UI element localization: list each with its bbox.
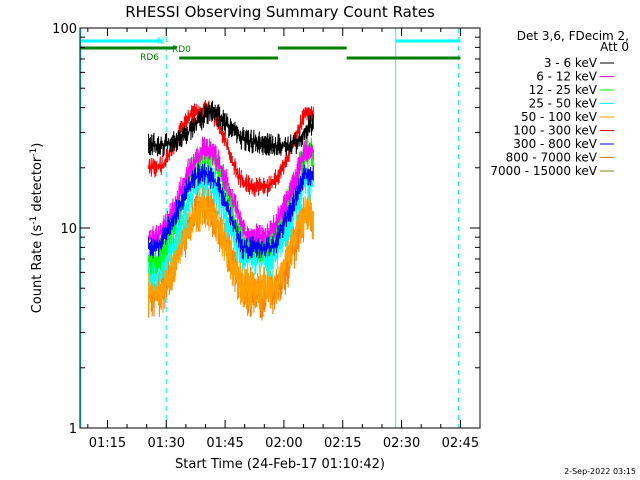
flag-label-rd6: RD6 (140, 53, 159, 63)
legend-header-1: Det 3,6, FDecim 2, (517, 29, 629, 43)
x-axis-label: Start Time (24-Feb-17 01:10:42) (175, 457, 385, 472)
y-axis-label-sup2: -1 (29, 148, 39, 157)
plot-area: N RD0 RD6 (80, 28, 461, 428)
x-tick-label-4: 02:15 (324, 436, 361, 451)
x-tick-label-1: 01:30 (148, 436, 185, 451)
legend-label-8: 7000 - 15000 keV (490, 164, 597, 178)
y-tick-label-2: 100 (52, 22, 77, 37)
legend-label-4: 50 - 100 keV (521, 110, 598, 124)
y-tick-label-1: 10 (60, 222, 77, 237)
x-tick-label-6: 02:45 (442, 436, 479, 451)
series-line-6 (148, 163, 314, 260)
y-axis-label-main: Count Rate (s (30, 225, 45, 314)
x-tick-label-5: 02:30 (383, 436, 420, 451)
legend-label-1: 6 - 12 keV (536, 70, 598, 84)
flag-label-rd0: RD0 (172, 45, 191, 55)
x-tick-label-0: 01:15 (89, 436, 126, 451)
series-line-0 (148, 100, 314, 157)
series-line-4 (148, 183, 314, 310)
y-axis: 1 10 100 (52, 22, 480, 437)
flag-label-n: N (157, 37, 164, 47)
legend-label-6: 300 - 800 keV (513, 137, 597, 151)
y-axis-label-sup1: -1 (29, 216, 39, 225)
y-axis-label-mid: detector (30, 156, 45, 216)
x-tick-label-3: 02:00 (265, 436, 302, 451)
legend-label-2: 12 - 25 keV (529, 83, 598, 97)
legend-header-2: Att 0 (600, 40, 629, 54)
legend-label-3: 25 - 50 keV (529, 97, 598, 111)
legend-label-0: 3 - 6 keV (544, 56, 598, 70)
y-tick-label-0: 1 (69, 422, 77, 437)
y-axis-label-end: ) (30, 143, 45, 148)
x-axis: 01:15 01:30 01:45 02:00 02:15 02:30 02:45 (87, 28, 481, 451)
x-tick-label-2: 01:45 (206, 436, 243, 451)
legend-label-5: 100 - 300 keV (513, 124, 597, 138)
chart-title: RHESSI Observing Summary Count Rates (125, 3, 435, 21)
footer-timestamp: 2-Sep-2022 03:15 (564, 467, 636, 476)
y-axis-label: Count Rate (s-1 detector-1) (29, 143, 45, 314)
legend-label-7: 800 - 7000 keV (506, 151, 598, 165)
